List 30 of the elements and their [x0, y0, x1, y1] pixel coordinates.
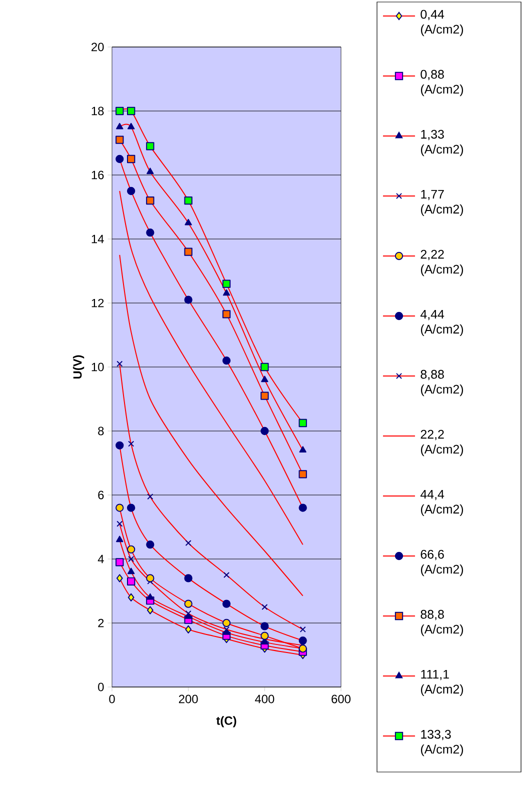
legend-label: 66,6 (A/cm2) — [420, 550, 464, 576]
legend-label: 1,77 (A/cm2) — [420, 190, 464, 216]
y-tick-label: 12 — [92, 298, 104, 308]
x-axis-title: t(C) — [216, 716, 236, 728]
y-tick-label: 4 — [98, 554, 104, 564]
x-tick-label: 600 — [332, 694, 351, 704]
legend-label: 4,44 (A/cm2) — [420, 310, 464, 336]
legend-label: 133,3 (A/cm2) — [420, 730, 464, 756]
legend-label: 0,88 (A/cm2) — [420, 70, 464, 96]
x-tick-label: 400 — [254, 694, 274, 704]
y-tick-label: 10 — [92, 362, 104, 372]
legend-label: 8,88 (A/cm2) — [420, 370, 464, 396]
y-tick-label: 6 — [98, 490, 104, 500]
legend-label: 0,44 (A/cm2) — [420, 10, 464, 36]
legend-label: 88,8 (A/cm2) — [420, 610, 464, 636]
legend-label: 22,2 (A/cm2) — [420, 430, 464, 456]
legend-label: 2,22 (A/cm2) — [420, 250, 464, 276]
y-tick-label: 18 — [92, 106, 104, 116]
y-tick-label: 0 — [98, 682, 104, 692]
y-tick-label: 16 — [92, 170, 104, 180]
x-tick-label: 200 — [178, 694, 198, 704]
legend-label: 1,33 (A/cm2) — [420, 130, 464, 156]
y-tick-label: 14 — [92, 234, 104, 244]
y-tick-label: 2 — [98, 618, 104, 628]
y-tick-label: 8 — [98, 426, 104, 436]
legend-label: 44,4 (A/cm2) — [420, 490, 464, 516]
legend-label: 111,1 (A/cm2) — [420, 670, 464, 696]
y-axis-title: U(V) — [72, 355, 84, 379]
y-tick-label: 20 — [92, 42, 104, 52]
x-tick-label: 0 — [109, 694, 115, 704]
